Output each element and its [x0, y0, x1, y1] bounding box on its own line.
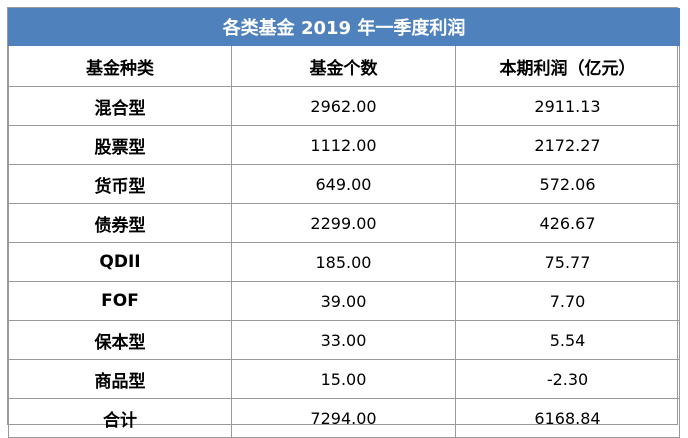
cell-fund-count: 33.00	[231, 320, 456, 360]
cell-fund-type: 货币型	[8, 164, 232, 204]
table-title-row: 各类基金 2019 年一季度利润	[7, 8, 681, 46]
table-row: 股票型 1112.00 2172.27	[8, 125, 681, 165]
cell-fund-count: 649.00	[231, 164, 456, 204]
column-header-fund-count: 基金个数	[231, 45, 456, 87]
table-row: 债券型 2299.00 426.67	[8, 203, 681, 243]
table-row: 保本型 33.00 5.54	[8, 320, 681, 360]
cell-fund-count: 2299.00	[231, 203, 456, 243]
column-header-fund-type: 基金种类	[8, 45, 232, 87]
cell-fund-type: 保本型	[8, 320, 232, 360]
table-row: 混合型 2962.00 2911.13	[8, 86, 681, 126]
cell-profit: 572.06	[454, 164, 681, 204]
table-header-row: 基金种类 基金个数 本期利润（亿元）	[8, 45, 681, 87]
table-row: 货币型 649.00 572.06	[8, 164, 681, 204]
cell-profit: 2172.27	[454, 125, 681, 165]
cell-profit: 6168.84	[454, 398, 681, 438]
fund-profit-table-container: 各类基金 2019 年一季度利润 基金种类 基金个数 本期利润（亿元） 混合型 2…	[7, 7, 681, 438]
cell-profit: 7.70	[454, 281, 681, 321]
cell-profit: 75.77	[454, 242, 681, 282]
table-row: 商品型 15.00 -2.30	[8, 359, 681, 399]
cell-fund-count: 185.00	[231, 242, 456, 282]
cell-fund-type: 股票型	[8, 125, 232, 165]
cell-profit: 426.67	[454, 203, 681, 243]
table-row: FOF 39.00 7.70	[8, 281, 681, 321]
cell-fund-type: 商品型	[8, 359, 232, 399]
cell-fund-count: 1112.00	[231, 125, 456, 165]
cell-fund-count: 15.00	[231, 359, 456, 399]
column-header-profit: 本期利润（亿元）	[454, 45, 681, 87]
table-title: 各类基金 2019 年一季度利润	[7, 8, 681, 46]
cell-fund-count: 7294.00	[231, 398, 456, 438]
fund-profit-table: 各类基金 2019 年一季度利润 基金种类 基金个数 本期利润（亿元） 混合型 2…	[7, 8, 681, 438]
cell-fund-type: 合计	[8, 398, 232, 438]
cell-fund-type: FOF	[8, 281, 232, 321]
table-row: QDII 185.00 75.77	[8, 242, 681, 282]
cell-fund-type: QDII	[8, 242, 232, 282]
cell-profit: 5.54	[454, 320, 681, 360]
cell-fund-type: 混合型	[8, 86, 232, 126]
cell-fund-type: 债券型	[8, 203, 232, 243]
table-row: 合计 7294.00 6168.84	[8, 398, 681, 438]
cell-fund-count: 39.00	[231, 281, 456, 321]
cell-fund-count: 2962.00	[231, 86, 456, 126]
cell-profit: 2911.13	[454, 86, 681, 126]
cell-profit: -2.30	[454, 359, 681, 399]
